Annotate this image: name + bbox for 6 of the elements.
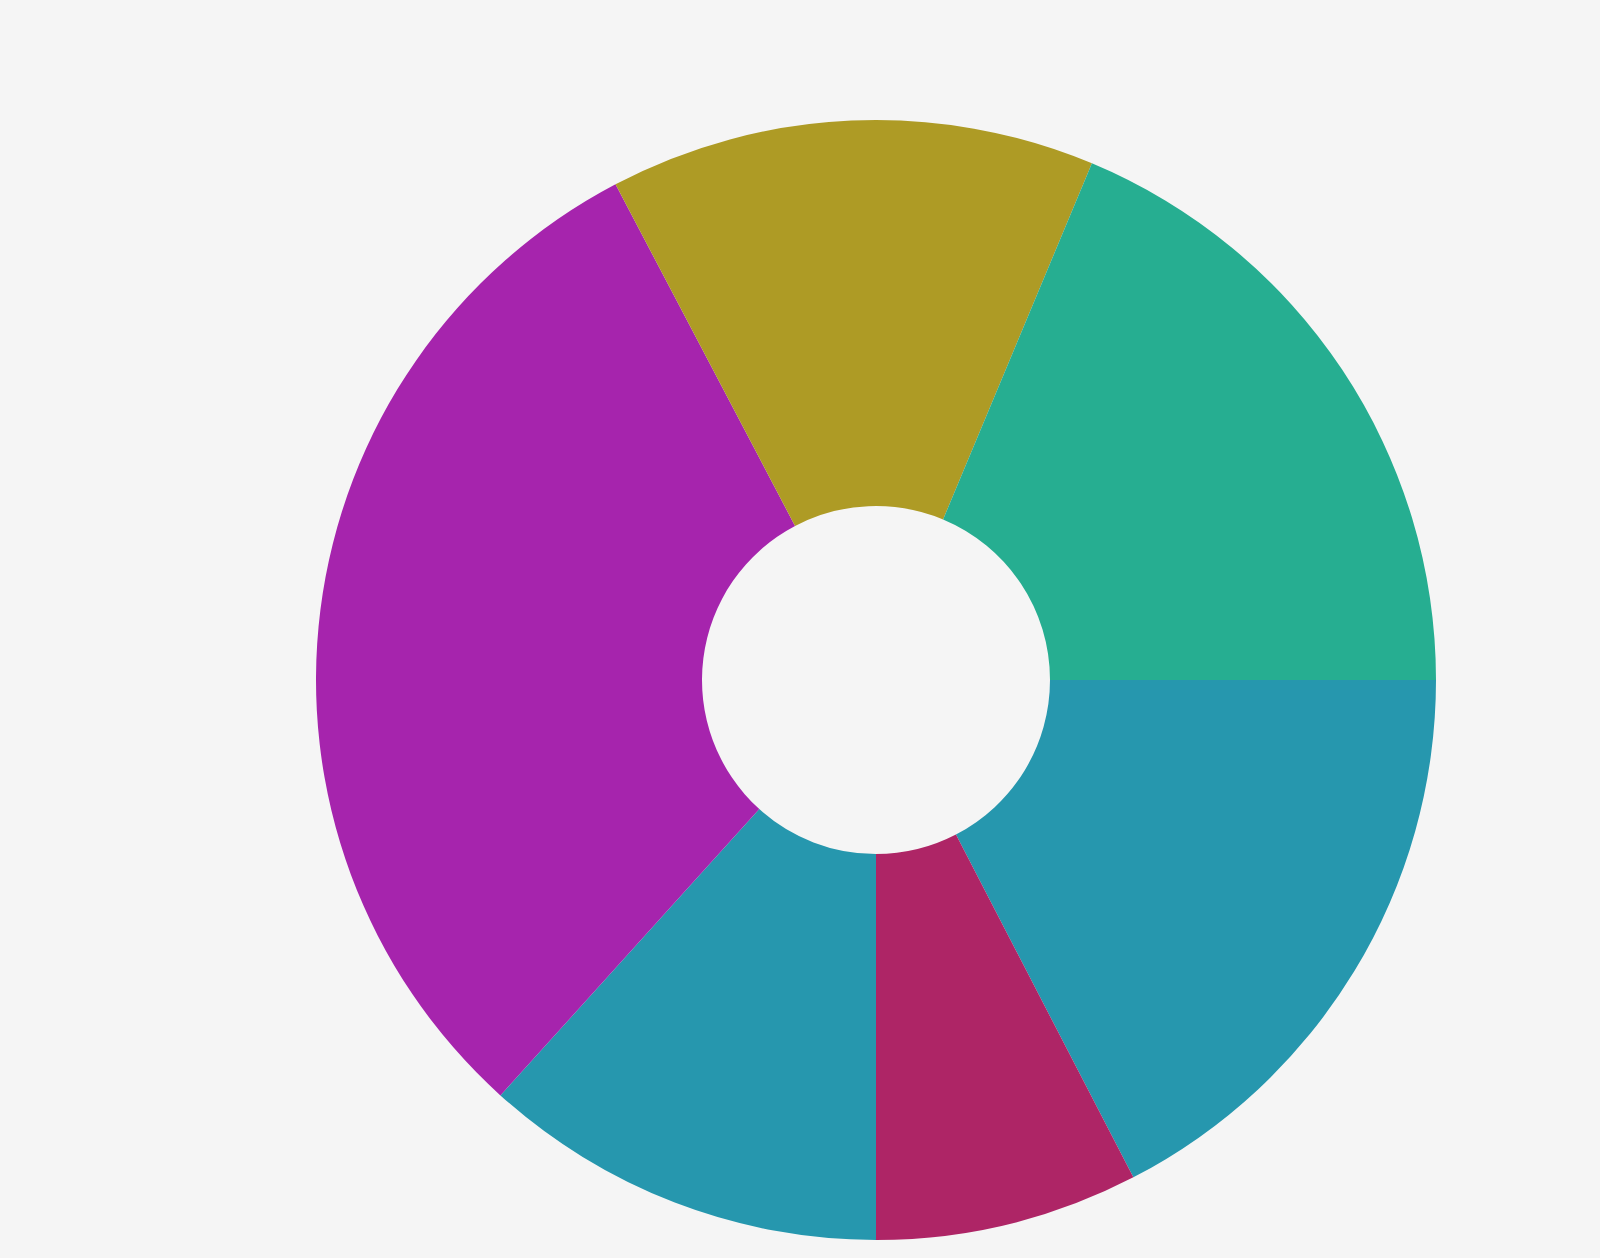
donut-slice — [955, 680, 1436, 1178]
donut-slice — [317, 184, 796, 1096]
donut-slice — [876, 834, 1134, 1240]
donut-slice — [615, 120, 1092, 526]
donut-slice — [500, 809, 876, 1240]
donut-slice — [943, 163, 1436, 680]
